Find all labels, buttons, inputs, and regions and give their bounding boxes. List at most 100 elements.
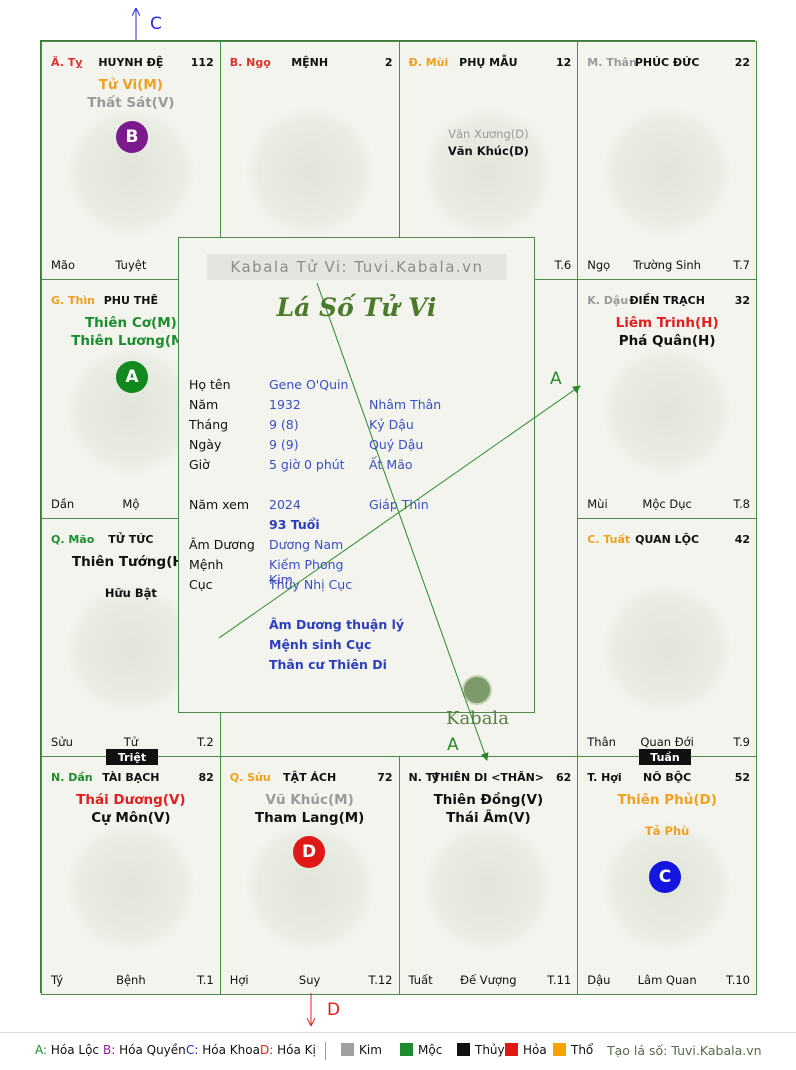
palace-cell-suu[interactable]: Q. Sửu TẬT ÁCH 72 Vũ Khúc(M) Tham Lang(M) Hợi… xyxy=(219,755,400,995)
element-label: Thổ xyxy=(571,1043,594,1057)
cell-bottom-mid: Tuyệt xyxy=(115,258,147,273)
info-row: Năm 1932 Nhâm Thân xyxy=(189,397,489,417)
star-list: Thiên Đồng(V) Thái Âm(V) xyxy=(400,791,578,827)
zodiac-watermark-icon xyxy=(65,583,196,714)
legend-item: A: Hóa Lộc xyxy=(35,1043,99,1057)
info-label: Âm Dương xyxy=(189,537,255,552)
cell-bottom-left: Mùi xyxy=(587,496,608,511)
cell-bottom-right: T.8 xyxy=(733,496,750,511)
star-list: Thái Dương(V) Cự Môn(V) xyxy=(42,791,220,827)
star-list: Thiên Tướng(H) Hữu Bật xyxy=(42,553,220,602)
cell-branch: T. Hợi xyxy=(587,770,622,784)
element-swatch-icon xyxy=(505,1043,518,1056)
minor-star: Tả Phù xyxy=(644,823,690,838)
info-value: Dương Nam xyxy=(269,537,344,552)
arrow-d-label: D xyxy=(327,1000,340,1020)
element-legend-item: Kim xyxy=(341,1043,382,1057)
palace-cell-dan[interactable]: N. Dần TÀI BẠCH 82 Thái Dương(V) Cự Môn(V) Tý… xyxy=(41,755,221,995)
info-canchi: Ất Mão xyxy=(369,457,413,472)
kabala-logo-icon xyxy=(462,675,492,705)
legend-key: D: xyxy=(260,1043,274,1057)
main-star: Thiên Tướng(H) xyxy=(71,553,190,570)
zodiac-watermark-icon xyxy=(423,822,554,953)
palace-cell-dau[interactable]: K. Dậu ĐIỀN TRẠCH 32 Liêm Trinh(H) Phá Quân(… xyxy=(577,279,757,519)
cell-bottom-left: Ngọ xyxy=(587,258,611,273)
site-banner: Kabala Tử Vi: Tuvi.Kabala.vn xyxy=(207,254,507,280)
brand-text: Kabala xyxy=(446,708,509,729)
legend-divider xyxy=(325,1042,326,1060)
element-legend-item: Thổ xyxy=(553,1043,593,1057)
cell-palace: PHU THÊ xyxy=(103,294,158,308)
cell-branch: B. Ngọ xyxy=(229,56,271,69)
cell-number: 82 xyxy=(198,770,214,784)
cell-branch: Ã. Tỵ xyxy=(51,56,83,69)
palace-cell-ty-rat[interactable]: N. Tý THIÊN DI <THÂN> 62 Thiên Đồng(V) Thái … xyxy=(398,755,579,995)
info-canchi xyxy=(369,577,489,597)
credit-link[interactable]: Tạo lá số: Tuvi.Kabala.vn xyxy=(607,1043,762,1058)
star-list: Thiên Phủ(D) Tả Phù xyxy=(578,791,756,840)
cell-branch: N. Tý xyxy=(408,770,440,784)
cell-palace: TẬT ÁCH xyxy=(283,770,337,784)
chart-board: Ã. Tỵ HUYNH ĐỆ 112 Tử Vi(M) Thất Sát(V) Mão Tu… xyxy=(40,40,757,995)
element-legend-item: Hỏa xyxy=(505,1043,547,1057)
cell-bottom-mid: Mộ xyxy=(122,496,140,511)
cell-bottom-left: Tuất xyxy=(408,973,433,987)
info-row: Năm xem 2024 Giáp Thìn xyxy=(189,497,489,517)
zodiac-watermark-icon xyxy=(423,107,554,238)
cell-bottom-left: Tý xyxy=(51,973,64,987)
info-canchi xyxy=(369,377,489,397)
cell-bottom-mid: Suy xyxy=(298,973,321,987)
cell-palace: HUYNH ĐỆ xyxy=(98,56,164,69)
zodiac-watermark-icon xyxy=(65,822,196,953)
info-label: Năm xem xyxy=(189,497,250,512)
cell-bottom-left: Thân xyxy=(587,734,616,749)
cell-bottom-left: Sửu xyxy=(51,734,73,749)
legend-key: B: xyxy=(103,1043,116,1057)
info-value: 9 (9) xyxy=(269,437,299,452)
legend-text: Hóa Kị xyxy=(273,1043,316,1057)
info-canchi xyxy=(369,537,489,557)
cell-palace: TỬ TỨC xyxy=(108,532,154,546)
note-1: Âm Dương thuận lý xyxy=(269,617,405,632)
cell-palace: PHỤ MẪU xyxy=(459,56,518,69)
palace-cell-than[interactable]: M. Thân PHÚC ĐỨC 22 Ngọ Trường Sinh T.7 xyxy=(577,41,757,281)
star-list: Văn Xương(D) Văn Khúc(D) xyxy=(400,76,578,160)
palace-cell-ty[interactable]: Ã. Tỵ HUYNH ĐỆ 112 Tử Vi(M) Thất Sát(V) Mão Tu… xyxy=(41,41,221,281)
cell-branch: Q. Mão xyxy=(51,532,95,546)
info-label: Mệnh xyxy=(189,557,224,572)
cell-bottom-mid: Đế Vượng xyxy=(460,973,517,987)
info-row: Âm Dương Dương Nam xyxy=(189,537,489,557)
palace-cell-tuat[interactable]: C. Tuất QUAN LỘC 42 Thân Quan Đới T.9 xyxy=(577,517,757,757)
info-value: 5 giờ 0 phút xyxy=(269,457,345,472)
cell-number: 42 xyxy=(734,532,750,546)
cell-bottom-right: T.1 xyxy=(197,973,214,987)
arrow-c-label: C xyxy=(150,14,162,34)
info-label: Cục xyxy=(189,577,213,592)
element-legend-item: Mộc xyxy=(400,1043,442,1057)
element-label: Mộc xyxy=(418,1043,443,1057)
info-label: Năm xyxy=(189,397,219,412)
minor-star: Văn Xương(D) xyxy=(448,127,529,141)
element-swatch-icon xyxy=(341,1043,354,1056)
cell-branch: K. Dậu xyxy=(587,294,629,308)
info-label: Họ tên xyxy=(189,377,231,392)
info-canchi: Nhâm Thân xyxy=(369,397,442,412)
cell-bottom-right: T.2 xyxy=(197,734,214,749)
marker-c: C xyxy=(649,861,681,893)
info-value: 2024 xyxy=(269,497,301,512)
legend-text: Hóa Khoa xyxy=(198,1043,260,1057)
cell-bottom-right: T.7 xyxy=(733,258,750,273)
info-canchi xyxy=(369,557,489,577)
main-star: Thiên Phủ(D) xyxy=(617,791,717,808)
cell-palace: ĐIỀN TRẠCH xyxy=(629,294,705,308)
cell-bottom-mid: Quan Đới xyxy=(640,734,694,749)
main-star: Tham Lang(M) xyxy=(254,809,365,826)
marker-d: D xyxy=(293,836,325,868)
minor-star: Hữu Bật xyxy=(104,585,157,600)
note-3: Thân cư Thiên Di xyxy=(269,657,387,672)
cell-branch: C. Tuất xyxy=(587,532,631,546)
chart-title: Lá Số Tử Vi xyxy=(276,293,437,322)
main-star: Thái Âm(V) xyxy=(446,809,531,826)
cell-branch: Q. Sửu xyxy=(229,770,271,784)
zodiac-watermark-icon xyxy=(244,107,375,238)
